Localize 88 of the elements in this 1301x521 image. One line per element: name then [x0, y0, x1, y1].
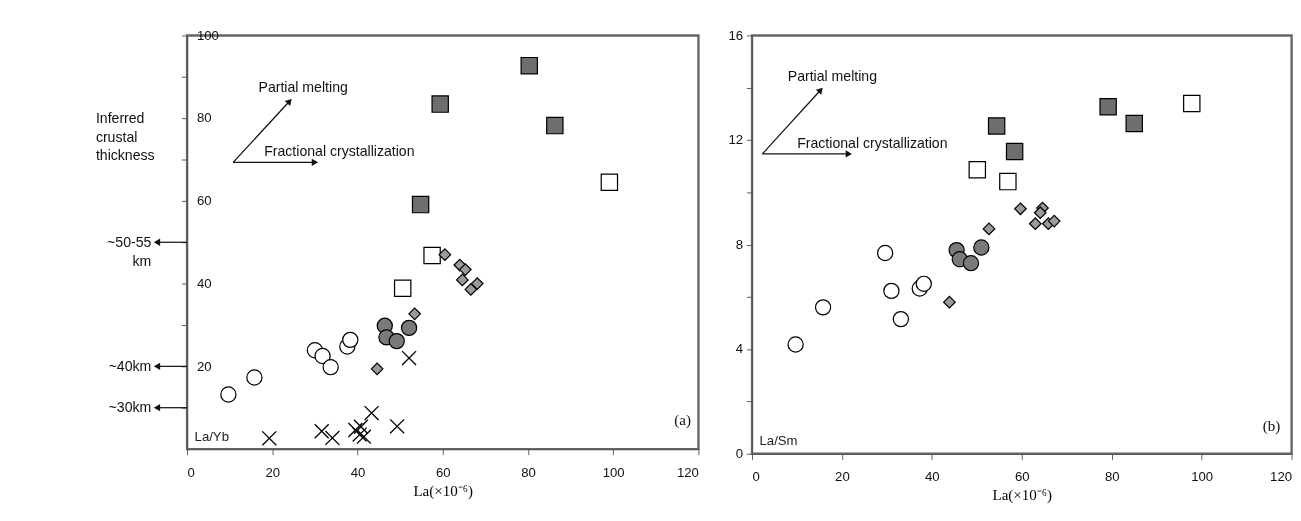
point [876, 244, 894, 262]
x-tick-label: 20 [835, 469, 850, 485]
point [458, 263, 472, 276]
y-tick-label: 4 [735, 341, 744, 357]
point [314, 347, 331, 365]
point [389, 418, 405, 434]
point [787, 336, 804, 353]
text: ~40km [108, 358, 152, 375]
text: Inferred crustal thickness [95, 109, 155, 164]
point [363, 405, 380, 421]
point [347, 422, 364, 438]
point [1033, 206, 1047, 220]
point [915, 275, 932, 292]
x-tick-label: 80 [1104, 469, 1120, 485]
x-axis-title: La(×10⁻⁶) [992, 487, 1053, 505]
point [408, 307, 421, 321]
y-tick-label: 8 [735, 236, 744, 252]
point [814, 299, 832, 316]
point [352, 426, 368, 443]
y-tick-label: 0 [735, 446, 744, 461]
point [999, 172, 1017, 191]
annotation: Fractional crystallization [797, 135, 948, 152]
y-tick-label: 60 [196, 193, 212, 209]
point [400, 319, 418, 337]
point [455, 273, 469, 287]
x-tick-label: 60 [435, 464, 451, 480]
point [520, 56, 539, 75]
point [431, 95, 449, 113]
x-tick-label: 40 [350, 464, 366, 480]
point [968, 161, 987, 179]
point [1099, 98, 1117, 116]
point [342, 331, 359, 349]
x-tick-label: 20 [265, 464, 281, 480]
x-tick-label: 0 [752, 469, 760, 485]
point [324, 430, 341, 446]
point [1183, 94, 1201, 113]
text: ~30km [108, 399, 152, 416]
point [883, 282, 900, 300]
point [546, 116, 564, 135]
y-axis-title: La/Sm [759, 433, 798, 449]
y-axis-title: La/Yb [194, 428, 229, 444]
point [322, 359, 339, 376]
y-tick-label: 12 [728, 132, 744, 148]
annotation: Partial melting [787, 67, 878, 84]
point [314, 423, 330, 439]
point [370, 362, 384, 376]
point [356, 429, 372, 445]
point [962, 255, 980, 272]
point [1028, 217, 1042, 231]
point [401, 350, 417, 366]
x-tick-label: 100 [1191, 469, 1214, 485]
x-tick-label: 40 [925, 469, 940, 485]
text: ~50-55 km [107, 233, 152, 269]
x-axis-title: La(×10⁻⁶) [413, 482, 474, 500]
point [261, 430, 277, 446]
point [393, 279, 412, 297]
point [987, 117, 1006, 135]
point [464, 283, 478, 296]
x-tick-label: 120 [676, 464, 699, 480]
point [892, 310, 910, 328]
y-tick-label: 40 [196, 275, 212, 291]
point [438, 248, 452, 262]
point [973, 239, 990, 256]
point [353, 419, 369, 435]
point [388, 332, 405, 350]
point [423, 246, 441, 265]
y-tick-label: 16 [728, 27, 744, 43]
point [943, 295, 956, 309]
point [220, 386, 237, 403]
annotation: (b) [1262, 418, 1281, 436]
x-tick-label: 80 [521, 464, 536, 480]
y-tick-label: 80 [196, 110, 212, 126]
x-tick-label: 120 [1270, 469, 1293, 485]
x-tick-label: 60 [1014, 469, 1030, 485]
point [982, 222, 996, 236]
point [411, 195, 430, 214]
y-tick-label: 20 [196, 358, 212, 374]
annotation: Partial melting [258, 78, 348, 95]
point [600, 173, 619, 192]
point [1014, 202, 1027, 216]
point [1047, 214, 1061, 228]
point [246, 369, 263, 386]
annotation: Fractional crystallization [264, 142, 415, 159]
x-tick-label: 100 [602, 464, 625, 480]
point [1125, 114, 1143, 133]
point [470, 277, 484, 290]
annotation: (a) [674, 411, 691, 429]
point [1005, 142, 1024, 161]
